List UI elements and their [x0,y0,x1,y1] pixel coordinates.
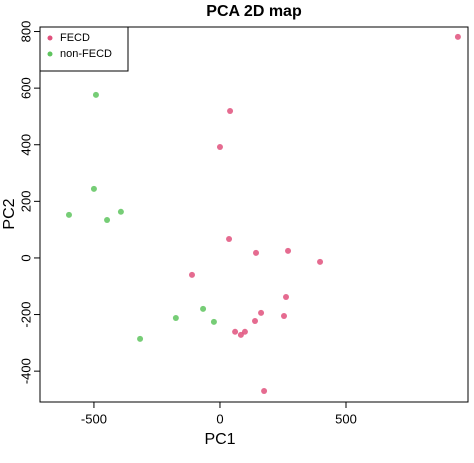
legend-box [39,26,129,72]
point [252,318,259,325]
point [172,314,179,321]
point [137,335,144,342]
legend-label: FECD [60,32,90,44]
point [237,331,244,338]
point [227,108,234,115]
y-axis-label: PC2 [1,198,18,229]
point [283,294,290,300]
point [210,318,217,325]
plot-frame [39,26,469,403]
point [117,208,124,215]
point [200,305,207,312]
y-tick-label: -400 [18,358,33,384]
y-tick-label: -200 [18,302,33,328]
legend-label: non-FECD [60,48,112,60]
legend-marker [47,51,53,57]
x-tick-label: 500 [335,411,357,426]
y-tick-label: 200 [18,190,33,212]
point [216,144,223,150]
x-axis-label: PC1 [204,431,235,448]
point [258,309,265,316]
point [285,247,292,254]
point [232,328,239,335]
y-tick-label: 800 [18,21,33,43]
point [90,185,97,192]
y-tick-label: 600 [18,77,33,99]
y-tick-label: 400 [18,134,33,156]
chart-title: PCA 2D map [206,3,302,20]
point [261,387,268,394]
x-tick-label: -500 [81,411,107,426]
y-tick-label: 0 [18,254,33,261]
point [65,211,72,218]
point [317,258,324,265]
point [188,271,195,278]
x-tick-label: 0 [216,411,223,426]
point [241,328,248,335]
point [92,91,99,98]
point [280,312,287,319]
point [253,249,260,256]
point [104,217,111,224]
point [226,235,233,242]
point [454,33,461,40]
legend-marker [47,35,53,41]
